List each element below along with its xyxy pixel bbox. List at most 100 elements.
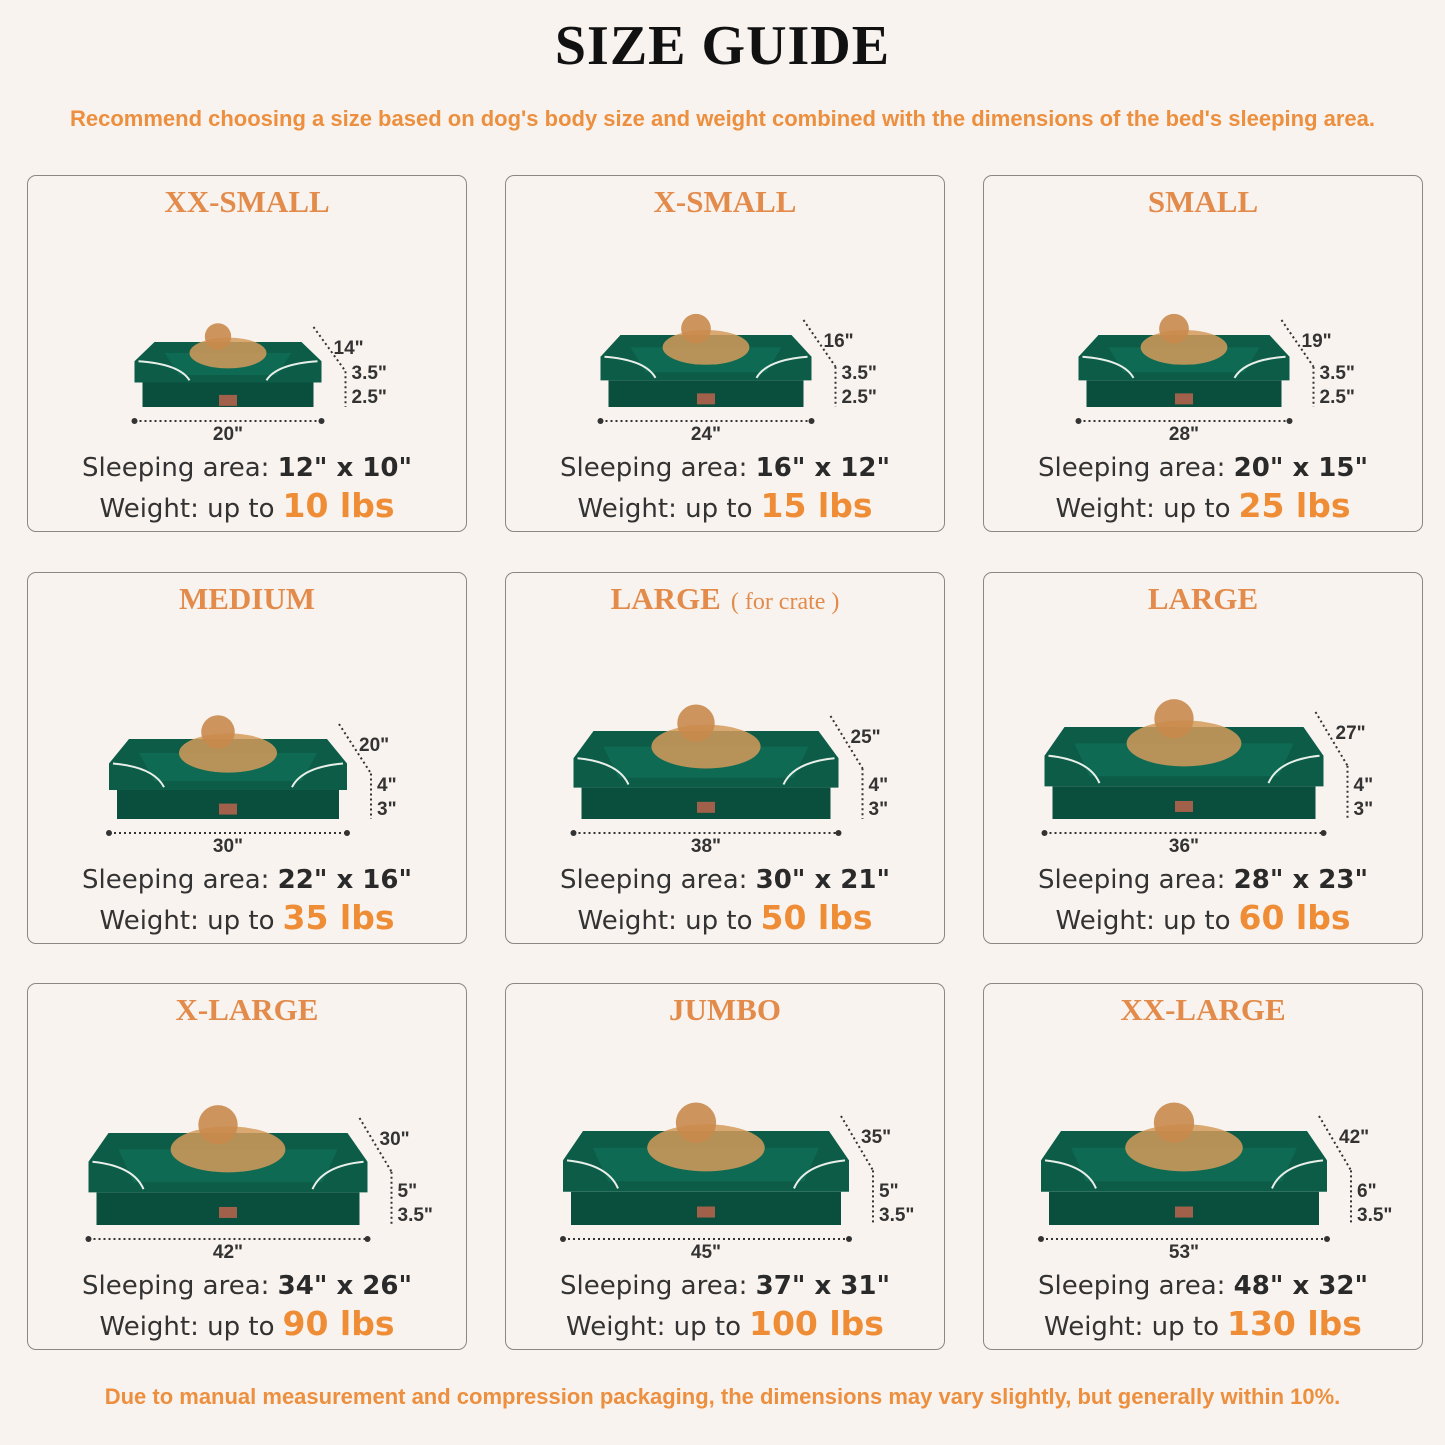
sleeping-area-value: 22" x 16" [277, 865, 413, 895]
bed-illustration: 36" 27" 4" 3" [1041, 699, 1374, 857]
cat-head-icon [204, 323, 232, 350]
dog-icon [1140, 330, 1228, 365]
dog-head-icon [677, 704, 715, 742]
size-name-text: LARGE [1147, 581, 1259, 616]
weight-value: 25 lbs [1238, 486, 1351, 525]
size-name: LARGE ( for crate ) [506, 581, 944, 617]
bolster-height-label: 4" [1354, 775, 1374, 796]
width-label: 45" [691, 1242, 721, 1263]
weight-value: 10 lbs [282, 486, 395, 525]
size-name-text: SMALL [1147, 184, 1259, 219]
width-label: 42" [213, 1242, 243, 1263]
width-label: 20" [213, 424, 243, 445]
bolster-height-label: 5" [398, 1181, 418, 1202]
depth-dimension-line [358, 1117, 393, 1173]
bolster-height-label: 3.5" [352, 363, 387, 384]
dog-head-icon [675, 1102, 717, 1143]
size-card: MEDIUM 30" 20" 4" 3" [27, 572, 467, 944]
bed-illustration: 24" 16" 3.5" 2.5" [597, 313, 877, 445]
size-card: X-SMALL 24" 16" 3.5" 2. [505, 175, 945, 532]
bed-illustration: 20" 14" 3.5" 2.5" [131, 323, 387, 445]
weight-row: Weight: up to 100 lbs [506, 1305, 944, 1346]
weight-label: Weight: up to [99, 1312, 275, 1342]
base-height-label: 2.5" [1320, 387, 1355, 408]
dog-head-icon [1154, 699, 1194, 739]
weight-row: Weight: up to 15 lbs [506, 487, 944, 528]
footer-note: Due to manual measurement and compressio… [104, 1384, 1341, 1409]
size-info: Sleeping area: 22" x 16" Weight: up to 35… [28, 861, 466, 940]
page-subtitle: Recommend choosing a size based on dog's… [69, 106, 1375, 131]
bolster-height-label: 5" [879, 1181, 899, 1202]
size-name-text: XX-LARGE [1120, 992, 1286, 1027]
depth-label: 30" [380, 1129, 410, 1150]
size-card: LARGE ( for crate ) 38" 25" 4" [505, 572, 945, 944]
dog-icon [170, 1126, 286, 1173]
size-name-text: JUMBO [669, 992, 781, 1027]
size-info: Sleeping area: 48" x 32" Weight: up to 13… [984, 1267, 1422, 1346]
dog-head-icon [1159, 313, 1189, 344]
depth-label: 14" [334, 338, 364, 359]
bed-illustration: 38" 25" 4" 3" [570, 704, 889, 857]
size-card: XX-LARGE 53" 42" 6" 3.5 [983, 983, 1423, 1350]
dog-icon [662, 330, 750, 365]
depth-label: 35" [861, 1127, 891, 1148]
sleeping-area-row: Sleeping area: 28" x 23" [984, 861, 1422, 899]
sleeping-area-row: Sleeping area: 16" x 12" [506, 449, 944, 487]
depth-dimension-line [312, 326, 347, 372]
size-name-text: X-LARGE [175, 992, 319, 1027]
size-info: Sleeping area: 34" x 26" Weight: up to 90… [28, 1267, 466, 1346]
bed-illustration: 53" 42" 6" 3.5" [1038, 1102, 1392, 1263]
sleeping-area-row: Sleeping area: 20" x 15" [984, 449, 1422, 487]
weight-label: Weight: up to [99, 494, 275, 524]
base-height-label: 3" [869, 799, 889, 820]
weight-value: 130 lbs [1227, 1304, 1362, 1343]
sleeping-area-label: Sleeping area: [81, 453, 270, 483]
base-height-label: 2.5" [842, 387, 877, 408]
weight-row: Weight: up to 35 lbs [28, 899, 466, 940]
size-name: X-LARGE [28, 992, 466, 1028]
size-card: LARGE 36" 27" 4" 3" [983, 572, 1423, 944]
size-name-text: X-SMALL [653, 184, 797, 219]
dog-head-icon [1153, 1102, 1195, 1143]
page-title: SIZE GUIDE [554, 15, 891, 77]
sleeping-area-value: 16" x 12" [755, 453, 891, 483]
weight-label: Weight: up to [1055, 494, 1231, 524]
weight-label: Weight: up to [1055, 906, 1231, 936]
sleeping-area-value: 34" x 26" [277, 1271, 413, 1301]
sleeping-area-row: Sleeping area: 30" x 21" [506, 861, 944, 899]
weight-value: 35 lbs [282, 898, 395, 937]
sleeping-area-label: Sleeping area: [559, 453, 748, 483]
sleeping-area-label: Sleeping area: [81, 1271, 270, 1301]
size-card: X-LARGE 42" 30" 5" 3.5" [27, 983, 467, 1350]
size-name: MEDIUM [28, 581, 466, 617]
bolster-height-label: 3.5" [1320, 363, 1355, 384]
width-label: 36" [1169, 836, 1199, 857]
weight-value: 15 lbs [760, 486, 873, 525]
sleeping-area-label: Sleeping area: [1037, 453, 1226, 483]
depth-dimension-line [1318, 1115, 1352, 1171]
bed-illustration: 42" 30" 5" 3.5" [85, 1105, 433, 1263]
base-height-label: 3.5" [1357, 1205, 1392, 1226]
bed-illustration: 30" 20" 4" 3" [106, 715, 397, 857]
weight-row: Weight: up to 130 lbs [984, 1305, 1422, 1346]
depth-dimension-line [1314, 711, 1349, 767]
dog-icon [647, 1124, 765, 1172]
bed-illustration: 45" 35" 5" 3.5" [560, 1102, 914, 1263]
size-name: LARGE [984, 581, 1422, 617]
weight-value: 50 lbs [760, 898, 873, 937]
base-height-label: 3" [377, 799, 397, 820]
weight-row: Weight: up to 10 lbs [28, 487, 466, 528]
sleeping-area-label: Sleeping area: [559, 865, 748, 895]
sleeping-area-row: Sleeping area: 12" x 10" [28, 449, 466, 487]
sleeping-area-label: Sleeping area: [81, 865, 270, 895]
depth-label: 42" [1339, 1127, 1369, 1148]
size-info: Sleeping area: 37" x 31" Weight: up to 10… [506, 1267, 944, 1346]
depth-label: 25" [851, 727, 881, 748]
size-info: Sleeping area: 30" x 21" Weight: up to 50… [506, 861, 944, 940]
size-note: ( for crate ) [730, 589, 840, 615]
size-name: X-SMALL [506, 184, 944, 220]
dog-head-icon [681, 313, 711, 344]
sleeping-area-row: Sleeping area: 37" x 31" [506, 1267, 944, 1305]
size-card: XX-SMALL 20" 14" 3.5" 2 [27, 175, 467, 532]
weight-label: Weight: up to [1044, 1312, 1219, 1342]
